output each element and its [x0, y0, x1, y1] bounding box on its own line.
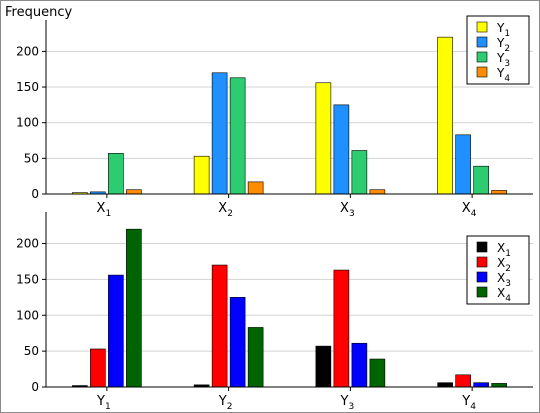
bar — [333, 269, 350, 388]
bar — [126, 189, 142, 195]
bar — [369, 189, 386, 195]
legend-label: Y2 — [496, 36, 510, 54]
legend-swatch — [476, 66, 488, 78]
y-tick-label: 0 — [31, 187, 39, 201]
bar — [247, 181, 264, 195]
bar — [126, 228, 142, 388]
legend-swatch — [476, 241, 488, 253]
y-tick-label: 150 — [16, 80, 39, 94]
legend-label: X3 — [497, 271, 511, 289]
bar — [491, 190, 507, 195]
bar — [247, 327, 264, 388]
y-tick-label: 0 — [31, 380, 39, 394]
bar — [90, 348, 106, 388]
x-tick-label: Y1 — [96, 394, 111, 412]
legend-label: X2 — [497, 256, 511, 274]
x-tick-label: Y2 — [218, 394, 233, 412]
x-tick-label: Y3 — [340, 394, 355, 412]
legend-label: Y4 — [496, 66, 510, 84]
x-tick-label: X4 — [462, 201, 477, 219]
y-tick-label: 100 — [16, 308, 39, 322]
bar — [491, 383, 507, 388]
bar — [229, 297, 246, 388]
y-tick-label: 100 — [16, 116, 39, 130]
x-tick-label: X3 — [340, 201, 355, 219]
bar — [211, 72, 228, 195]
legend-label: Y3 — [496, 51, 510, 69]
x-tick-label: X1 — [97, 201, 112, 219]
bar — [333, 104, 350, 195]
bar — [315, 82, 332, 195]
bar — [437, 382, 453, 388]
bar — [108, 274, 124, 388]
legend-label: Y1 — [496, 21, 510, 39]
y-tick-label: 50 — [24, 151, 39, 165]
legend-swatch — [476, 286, 488, 298]
legend-swatch — [476, 21, 488, 33]
y-axis-label: Frequency — [5, 5, 72, 20]
legend-swatch — [476, 271, 488, 283]
bar — [229, 77, 246, 195]
bar — [455, 374, 471, 388]
bar — [473, 165, 489, 195]
y-tick-label: 150 — [16, 272, 39, 286]
x-tick-label: X2 — [218, 201, 233, 219]
legend-label: X1 — [497, 241, 511, 259]
y-tick-label: 50 — [24, 344, 39, 358]
x-tick-label: Y4 — [461, 394, 476, 412]
bar — [315, 345, 332, 388]
bar — [455, 134, 471, 195]
legend-label: X4 — [497, 286, 511, 304]
y-tick-label: 200 — [16, 237, 39, 251]
legend-swatch — [476, 36, 488, 48]
bar — [211, 264, 228, 388]
bar — [351, 150, 368, 195]
legend-swatch — [476, 51, 488, 63]
bar — [369, 358, 386, 388]
y-tick-label: 200 — [16, 44, 39, 58]
bar — [193, 155, 210, 195]
bar — [351, 342, 368, 388]
bar — [108, 153, 124, 195]
bar — [437, 36, 453, 195]
bar — [473, 382, 489, 388]
legend-swatch — [476, 256, 488, 268]
